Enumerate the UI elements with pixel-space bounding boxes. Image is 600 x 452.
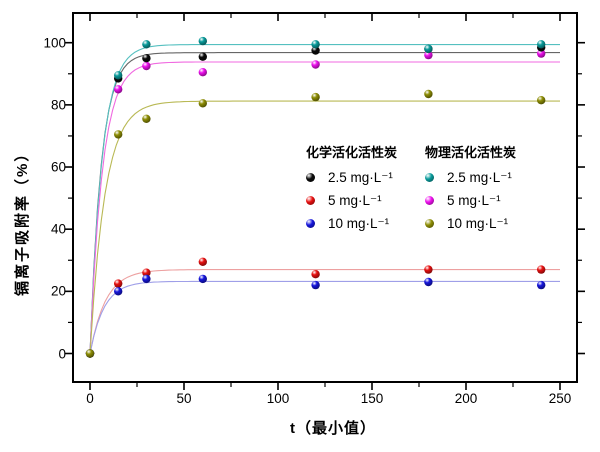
fit-curve xyxy=(89,61,560,354)
data-point xyxy=(424,89,433,99)
data-point xyxy=(537,265,546,274)
data-point xyxy=(198,99,207,108)
y-tick-label: 0 xyxy=(58,346,66,361)
legend-group-title: 化学活化活性炭 xyxy=(306,145,398,160)
data-point xyxy=(311,92,320,102)
y-tick-label: 60 xyxy=(50,159,66,175)
data-point xyxy=(424,277,433,287)
data-point xyxy=(114,85,123,94)
data-point xyxy=(537,49,546,58)
legend: 化学活化活性炭 2.5 mg·L⁻¹ 5 mg·L⁻¹ 10 mg·L⁻¹ 物理… xyxy=(306,142,516,235)
fit-curves xyxy=(89,44,560,354)
axis-ticks xyxy=(65,14,585,390)
x-tick-label: 100 xyxy=(266,391,290,406)
data-point xyxy=(142,274,151,284)
data-point xyxy=(311,40,320,49)
data-point xyxy=(142,61,151,71)
fit-curve xyxy=(89,269,560,354)
fit-curve xyxy=(89,52,560,354)
data-point xyxy=(85,349,95,358)
data-point xyxy=(311,60,320,69)
data-point xyxy=(198,274,207,284)
legend-item: 2.5 mg·L⁻¹ xyxy=(306,166,397,189)
x-tick-label: 50 xyxy=(176,391,192,406)
x-tick-label: 150 xyxy=(360,391,384,406)
fit-curve xyxy=(89,44,560,354)
data-point xyxy=(198,36,207,46)
x-axis-title: t（最小值） xyxy=(290,420,376,437)
data-point xyxy=(311,270,320,279)
fit-curve xyxy=(89,100,560,354)
legend-group-physical: 物理活化活性炭 2.5 mg·L⁻¹ 5 mg·L⁻¹ 10 mg·L⁻¹ xyxy=(425,142,516,235)
y-tick-label: 80 xyxy=(50,97,66,113)
legend-group-chemical: 化学活化活性炭 2.5 mg·L⁻¹ 5 mg·L⁻¹ 10 mg·L⁻¹ xyxy=(306,142,397,235)
y-tick-label: 20 xyxy=(50,283,66,299)
data-point xyxy=(142,40,151,49)
data-point xyxy=(198,257,207,266)
series-marker-icon xyxy=(425,173,435,182)
data-points xyxy=(85,36,546,358)
x-tick-label: 0 xyxy=(86,391,94,406)
legend-item: 5 mg·L⁻¹ xyxy=(425,189,516,212)
data-point xyxy=(114,287,123,296)
x-tick-label: 250 xyxy=(548,391,572,406)
x-tick-label: 200 xyxy=(454,391,478,406)
series-marker-icon xyxy=(306,173,315,182)
data-point xyxy=(142,268,151,277)
data-point xyxy=(198,68,207,77)
data-point xyxy=(198,52,207,61)
data-point xyxy=(424,50,433,60)
data-point xyxy=(142,54,151,63)
data-point xyxy=(537,280,546,290)
legend-item: 10 mg·L⁻¹ xyxy=(425,212,516,235)
data-point xyxy=(424,265,433,274)
data-point xyxy=(311,46,320,55)
y-tick-label: 40 xyxy=(50,221,66,237)
data-point xyxy=(311,280,320,290)
data-point xyxy=(114,130,123,139)
legend-group-title: 物理活化活性炭 xyxy=(425,145,517,160)
series-marker-icon xyxy=(306,196,315,205)
data-point xyxy=(537,40,546,49)
plot-frame xyxy=(72,12,578,383)
data-point xyxy=(424,44,433,54)
data-point xyxy=(537,96,546,105)
data-point xyxy=(114,71,123,80)
series-marker-icon xyxy=(425,196,435,205)
series-marker-icon xyxy=(306,219,315,228)
y-tick-label: 100 xyxy=(43,35,66,51)
legend-item: 2.5 mg·L⁻¹ xyxy=(425,166,516,189)
legend-item: 10 mg·L⁻¹ xyxy=(306,212,397,235)
data-point xyxy=(114,279,123,288)
y-axis-title: 镉离子吸附率（%） xyxy=(14,144,31,296)
fit-curve xyxy=(89,280,560,354)
legend-item: 5 mg·L⁻¹ xyxy=(306,189,397,212)
series-marker-icon xyxy=(425,219,435,228)
data-point xyxy=(142,114,151,124)
